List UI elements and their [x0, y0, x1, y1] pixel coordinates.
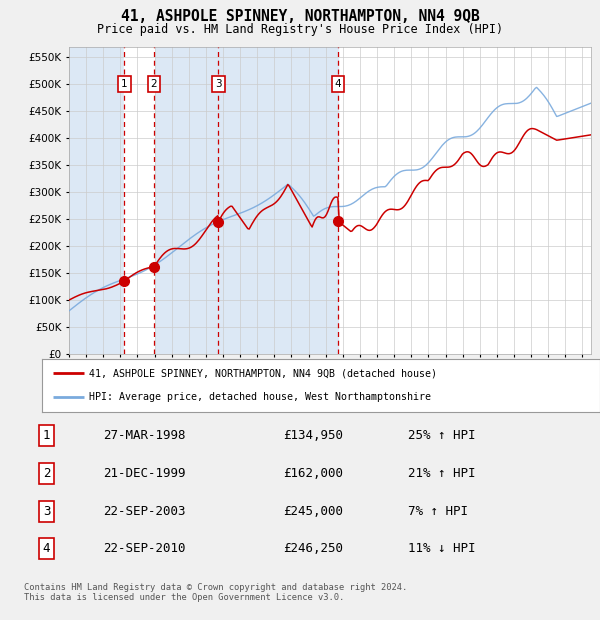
- Text: 21-DEC-1999: 21-DEC-1999: [103, 467, 185, 480]
- Text: 21% ↑ HPI: 21% ↑ HPI: [407, 467, 475, 480]
- Bar: [154, 46, 218, 354]
- Text: Contains HM Land Registry data © Crown copyright and database right 2024.
This d: Contains HM Land Registry data © Crown c…: [24, 583, 407, 602]
- Text: 22-SEP-2003: 22-SEP-2003: [103, 505, 185, 518]
- Text: £246,250: £246,250: [283, 542, 343, 556]
- Text: 11% ↓ HPI: 11% ↓ HPI: [407, 542, 475, 556]
- Text: 1: 1: [43, 429, 50, 442]
- Text: 22-SEP-2010: 22-SEP-2010: [103, 542, 185, 556]
- Bar: [218, 46, 338, 354]
- Text: Price paid vs. HM Land Registry's House Price Index (HPI): Price paid vs. HM Land Registry's House …: [97, 23, 503, 36]
- Text: 2: 2: [151, 79, 157, 89]
- Text: 4: 4: [43, 542, 50, 556]
- Text: 2: 2: [43, 467, 50, 480]
- Text: HPI: Average price, detached house, West Northamptonshire: HPI: Average price, detached house, West…: [89, 392, 431, 402]
- Text: 25% ↑ HPI: 25% ↑ HPI: [407, 429, 475, 442]
- Text: 4: 4: [335, 79, 341, 89]
- Text: 7% ↑ HPI: 7% ↑ HPI: [407, 505, 467, 518]
- Text: £245,000: £245,000: [283, 505, 343, 518]
- Text: 3: 3: [215, 79, 221, 89]
- Bar: [124, 46, 154, 354]
- Text: £162,000: £162,000: [283, 467, 343, 480]
- Text: 27-MAR-1998: 27-MAR-1998: [103, 429, 185, 442]
- Text: 1: 1: [121, 79, 128, 89]
- Text: 3: 3: [43, 505, 50, 518]
- Bar: [69, 46, 124, 354]
- Text: £134,950: £134,950: [283, 429, 343, 442]
- Text: 41, ASHPOLE SPINNEY, NORTHAMPTON, NN4 9QB: 41, ASHPOLE SPINNEY, NORTHAMPTON, NN4 9Q…: [121, 9, 479, 24]
- Text: 41, ASHPOLE SPINNEY, NORTHAMPTON, NN4 9QB (detached house): 41, ASHPOLE SPINNEY, NORTHAMPTON, NN4 9Q…: [89, 368, 437, 378]
